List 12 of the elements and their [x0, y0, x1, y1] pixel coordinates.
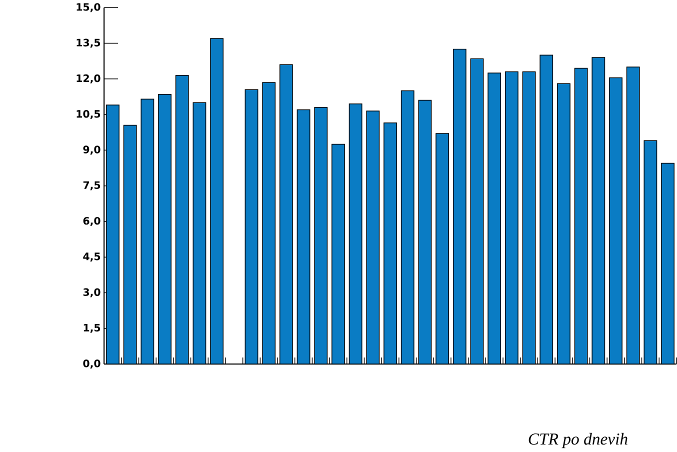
y-tick-label: 7,5 [83, 181, 100, 190]
y-tick-label: 15,0 [76, 3, 100, 12]
y-tick-label: 4,5 [83, 252, 100, 262]
y-tick-label: 3,0 [83, 288, 100, 298]
y-tick-label: 10,5 [76, 110, 100, 120]
y-tick-label: 0,0 [83, 360, 100, 369]
y-tick-label: 1,5 [84, 324, 100, 333]
y-tick-label: 9,0 [83, 146, 100, 155]
y-tick-label: 12,0 [76, 74, 100, 84]
x-axis-title: CTR po dnevih [528, 432, 628, 448]
y-tick-label: 6,0 [83, 216, 100, 226]
y-tick-label: 13,5 [76, 38, 100, 48]
